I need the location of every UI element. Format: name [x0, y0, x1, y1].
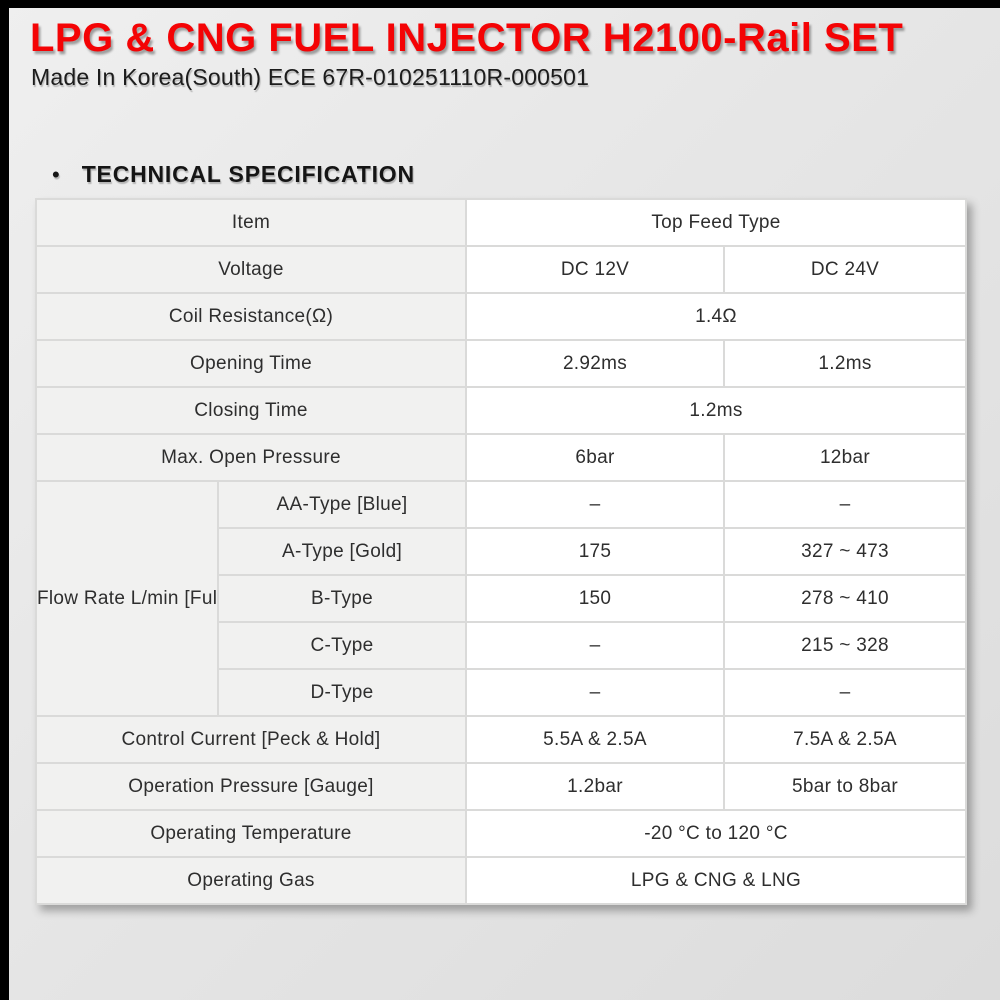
cell-closing-time-value: 1.2ms — [465, 386, 967, 435]
cell-item-value: Top Feed Type — [465, 198, 967, 247]
cell-max-open-pressure-dc12: 6bar — [465, 433, 725, 482]
cell-flow-a-dc24: 327 ~ 473 — [723, 527, 967, 576]
cell-operation-pressure-dc12: 1.2bar — [465, 762, 725, 811]
cell-flow-rate-label: Flow Rate L/min [Full] — [35, 480, 219, 717]
cell-flow-aa-type: AA-Type [Blue] — [217, 480, 467, 529]
cell-control-current-dc12: 5.5A & 2.5A — [465, 715, 725, 764]
cell-flow-b-dc12: 150 — [465, 574, 725, 623]
cell-operation-pressure-label: Operation Pressure [Gauge] — [35, 762, 467, 811]
section-heading: • TECHNICAL SPECIFICATION — [52, 161, 415, 188]
cell-flow-d-dc24: – — [723, 668, 967, 717]
cell-voltage-dc12: DC 12V — [465, 245, 725, 294]
cell-opening-time-dc24: 1.2ms — [723, 339, 967, 388]
table-row-max-open-pressure: Max. Open Pressure 6bar 12bar — [35, 433, 967, 482]
cell-flow-aa-dc24: – — [723, 480, 967, 529]
table-row-voltage: Voltage DC 12V DC 24V — [35, 245, 967, 294]
table-row-control-current: Control Current [Peck & Hold] 5.5A & 2.5… — [35, 715, 967, 764]
table-row-closing-time: Closing Time 1.2ms — [35, 386, 967, 435]
cell-coil-resistance-label: Coil Resistance(Ω) — [35, 292, 467, 341]
table-row-operation-pressure: Operation Pressure [Gauge] 1.2bar 5bar t… — [35, 762, 967, 811]
table-row-opening-time: Opening Time 2.92ms 1.2ms — [35, 339, 967, 388]
cell-flow-d-dc12: – — [465, 668, 725, 717]
bullet-icon: • — [52, 161, 60, 187]
table-row-item: Item Top Feed Type — [35, 198, 967, 247]
section-heading-label: TECHNICAL SPECIFICATION — [81, 161, 415, 187]
technical-specification-table: Item Top Feed Type Voltage DC 12V DC 24V… — [35, 198, 967, 905]
cell-operating-temperature-label: Operating Temperature — [35, 809, 467, 858]
cell-coil-resistance-value: 1.4Ω — [465, 292, 967, 341]
cell-flow-a-dc12: 175 — [465, 527, 725, 576]
cell-opening-time-label: Opening Time — [35, 339, 467, 388]
cell-flow-c-dc24: 215 ~ 328 — [723, 621, 967, 670]
cell-control-current-dc24: 7.5A & 2.5A — [723, 715, 967, 764]
cell-item-label: Item — [35, 198, 467, 247]
top-black-border — [0, 0, 1000, 8]
page-title: LPG & CNG FUEL INJECTOR H2100-Rail SET — [30, 16, 904, 60]
cell-voltage-dc24: DC 24V — [723, 245, 967, 294]
cell-max-open-pressure-label: Max. Open Pressure — [35, 433, 467, 482]
table-row-operating-temperature: Operating Temperature -20 °C to 120 °C — [35, 809, 967, 858]
cell-flow-b-dc24: 278 ~ 410 — [723, 574, 967, 623]
table-row-flow-rate-b: B-Type 150 278 ~ 410 — [36, 574, 967, 623]
cell-opening-time-dc12: 2.92ms — [465, 339, 725, 388]
table-row-flow-rate-aa: Flow Rate L/min [Full] AA-Type [Blue] – … — [35, 480, 967, 717]
cell-operating-gas-value: LPG & CNG & LNG — [465, 856, 967, 905]
cell-operating-gas-label: Operating Gas — [35, 856, 467, 905]
cell-voltage-label: Voltage — [35, 245, 467, 294]
cell-control-current-label: Control Current [Peck & Hold] — [35, 715, 467, 764]
cell-flow-aa-dc12: – — [465, 480, 725, 529]
cell-max-open-pressure-dc24: 12bar — [723, 433, 967, 482]
table-row-operating-gas: Operating Gas LPG & CNG & LNG — [35, 856, 967, 905]
cell-flow-c-type: C-Type — [217, 621, 467, 670]
cell-flow-a-type: A-Type [Gold] — [217, 527, 467, 576]
left-black-border — [0, 0, 9, 1000]
page-subtitle: Made In Korea(South) ECE 67R-010251110R-… — [31, 64, 590, 90]
cell-flow-c-dc12: – — [465, 621, 725, 670]
cell-flow-d-type: D-Type — [217, 668, 467, 717]
table-row-coil-resistance: Coil Resistance(Ω) 1.4Ω — [35, 292, 967, 341]
cell-operation-pressure-dc24: 5bar to 8bar — [723, 762, 967, 811]
cell-closing-time-label: Closing Time — [35, 386, 467, 435]
table-row-flow-rate-d: D-Type – – — [36, 668, 967, 717]
table-row-flow-rate-c: C-Type – 215 ~ 328 — [36, 621, 967, 670]
cell-operating-temperature-value: -20 °C to 120 °C — [465, 809, 967, 858]
table-row-flow-rate-a: A-Type [Gold] 175 327 ~ 473 — [36, 527, 967, 576]
cell-flow-b-type: B-Type — [217, 574, 467, 623]
